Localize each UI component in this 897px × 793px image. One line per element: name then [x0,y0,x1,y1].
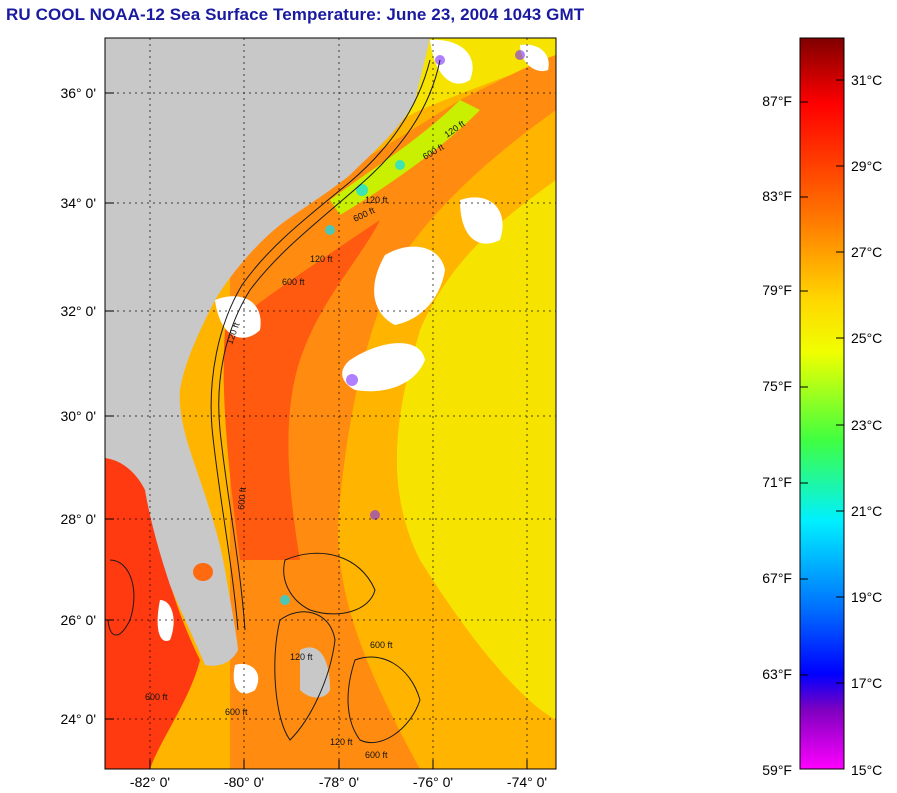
lat-label-28: 28° 0' [60,511,96,527]
colorbar-label-c: 17°C [851,675,883,691]
colorbar-label-c: 29°C [851,158,883,174]
cloud-cover [157,39,549,694]
lake-okeechobee [193,563,213,581]
gulf-stream-core [223,220,380,560]
colorbar-label-f: 75°F [762,378,792,394]
shelf-water [330,100,480,215]
lat-label-34: 34° 0' [60,195,96,211]
cold-fringe [346,50,525,520]
colorbar-label-f: 67°F [762,570,792,586]
lon-label-82: -82° 0' [129,774,171,790]
warm-band [230,55,556,769]
lat-label-36: 36° 0' [60,85,96,101]
bathy-label: 600 ft [225,707,248,717]
bathy-label: 600 ft [236,486,248,510]
bathy-label: 120 ft [330,737,353,747]
bathy-label: 600 ft [145,692,168,702]
lon-label-80: -80° 0' [223,774,265,790]
colorbar-label-c: 21°C [851,503,883,519]
colorbar-label-f: 63°F [762,666,792,682]
graticule [105,38,556,769]
colorbar-label-f: 87°F [762,93,792,109]
bathy-label: 600 ft [370,640,393,650]
colorbar-label-f: 79°F [762,282,792,298]
colorbar-label-c: 19°C [851,589,883,605]
lon-label-74: -74° 0' [506,774,548,790]
land-us-southeast [105,38,430,666]
colorbar-label-f: 71°F [762,474,792,490]
colorbar-label-c: 23°C [851,417,883,433]
colorbar-label-f: 59°F [762,762,792,778]
lon-label-78: -78° 0' [318,774,360,790]
colorbar-label-c: 25°C [851,330,883,346]
map-title: RU COOL NOAA-12 Sea Surface Temperature:… [6,5,585,24]
lat-label-24: 24° 0' [60,711,96,727]
colorbar-label-c: 31°C [851,72,883,88]
colorbar-label-c: 15°C [851,762,883,778]
colorbar [799,37,845,770]
bathy-label: 600 ft [365,750,388,760]
bathy-label: 120 ft [365,195,388,205]
map-frame [104,37,557,770]
lat-label-32: 32° 0' [60,303,96,319]
colorbar-ticks [800,79,844,684]
map-panel [105,38,556,769]
bathy-label: 120 ft [290,652,313,662]
lon-label-76: -76° 0' [412,774,454,790]
lat-label-26: 26° 0' [60,612,96,628]
colorbar-label-c: 27°C [851,244,883,260]
lat-label-30: 30° 0' [60,408,96,424]
bathy-label: 120 ft [310,254,333,264]
gulf-of-mexico [105,455,200,769]
cool-fringe [280,160,405,605]
andros-island [300,647,330,698]
tick-marks [105,92,528,769]
colorbar-label-f: 83°F [762,188,792,204]
bathy-label: 600 ft [282,277,305,287]
